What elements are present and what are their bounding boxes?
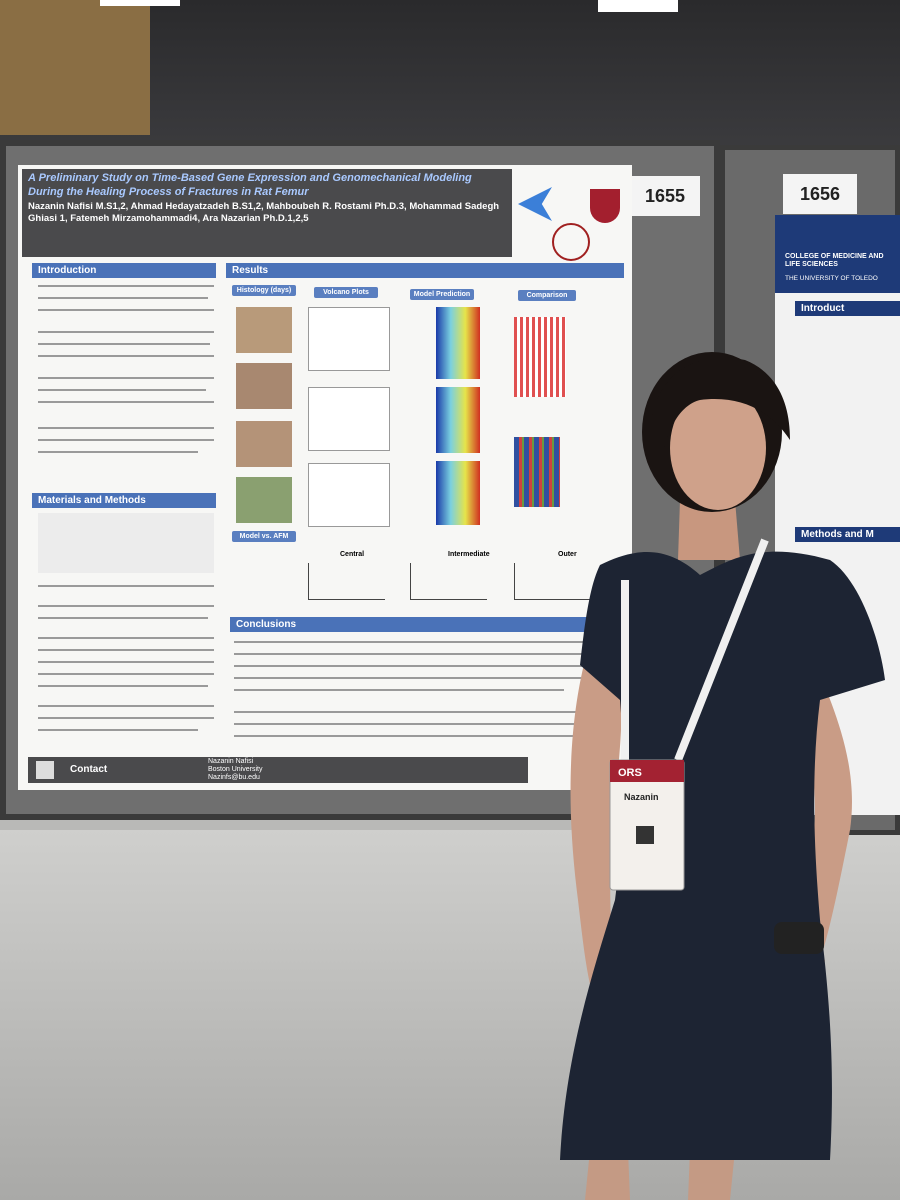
text-line [38,297,208,299]
text-line [38,649,214,651]
face [670,386,766,510]
plot-frame [308,563,385,600]
badge-org: ORS [618,767,642,779]
text-line [38,673,214,675]
text-line [38,451,198,453]
poster-authors: Nazanin Nafisi M.S1,2, Ahmad Hedayatzade… [28,201,500,224]
dress [560,551,885,1160]
badge-name: Nazanin [624,792,659,802]
section-header: Methods and M [795,527,900,542]
text-line [234,711,594,713]
plot-frame [410,563,487,600]
volcano-plot [308,307,390,371]
panel-label: Model vs. AFM [232,531,296,542]
text-line [38,637,214,639]
text-line [38,729,198,731]
section-header: Results [226,263,624,278]
study-design [38,513,214,573]
plot-title: Outer [558,551,577,558]
text-line [38,401,214,403]
text-line [234,665,594,667]
ceiling-light [100,0,180,6]
text-line [38,331,214,333]
panel-label: Volcano Plots [314,287,378,298]
text-line [234,677,594,679]
histology-image [236,421,292,467]
text-line [234,735,594,737]
poster-university: THE UNIVERSITY OF TOLEDO [785,275,878,282]
text-line [38,585,214,587]
text-line [38,617,208,619]
neck [678,500,740,560]
text-line [38,389,206,391]
contact-bar [28,757,528,783]
histology-image [236,363,292,409]
text-line [38,705,214,707]
text-line [234,689,564,691]
qr-code [36,761,54,779]
model-image [436,461,480,525]
booth-number: 1655 [630,176,700,216]
panel-label: Comparison [518,290,576,301]
contact-name: Nazanin Nafisi [208,758,254,765]
panel-label: Model Prediction [410,289,474,300]
legs [585,1150,735,1200]
text-line [234,723,594,725]
wall [0,0,150,135]
section-header: Introduct [795,301,900,316]
volcano-plot [308,387,390,451]
text-line [38,343,210,345]
model-image [436,387,480,453]
contact-label: Contact [70,764,108,775]
text-line [38,685,208,687]
comparison-chart [514,317,566,397]
ceiling [0,0,900,150]
poster-title: A Preliminary Study on Time-Based Gene E… [28,172,472,198]
contact-email: Nazinfs@bu.edu [208,774,260,781]
poster: A Preliminary Study on Time-Based Gene E… [18,165,632,790]
text-line [38,605,214,607]
section-header: Conclusions [230,617,624,632]
plot-frame [514,563,591,600]
ceiling-light [598,0,678,12]
logo [590,189,620,223]
badge-qr [636,826,654,844]
comparison-chart [514,437,560,507]
text-line [38,439,214,441]
plot-title: Central [340,551,365,558]
section-header: Materials and Methods [32,493,216,508]
section-header: Introduction [32,263,216,278]
poster-org: COLLEGE OF MEDICINE AND LIFE SCIENCES [785,253,884,268]
text-line [38,717,214,719]
text-line [38,661,214,663]
poster-header [775,215,900,293]
histology-image [236,307,292,353]
text-line [38,309,214,311]
badge-header [610,760,684,782]
model-image [436,307,480,379]
poster: COLLEGE OF MEDICINE AND LIFE SCIENCES TH… [775,215,900,815]
histology-image [236,477,292,523]
text-line [38,377,214,379]
volcano-plot [308,463,390,527]
title-bar [22,169,512,257]
panel-label: Histology (days) [232,285,296,296]
text-line [38,285,214,287]
text-line [38,427,214,429]
booth-number: 1656 [783,174,857,214]
contact-org: Boston University [208,766,263,773]
watch [774,922,824,954]
plot-title: Intermediate [448,551,490,558]
hair [650,357,790,470]
text-line [234,653,594,655]
text-line [38,355,214,357]
lanyard [621,538,769,762]
logo [552,223,590,261]
text-line [234,641,594,643]
